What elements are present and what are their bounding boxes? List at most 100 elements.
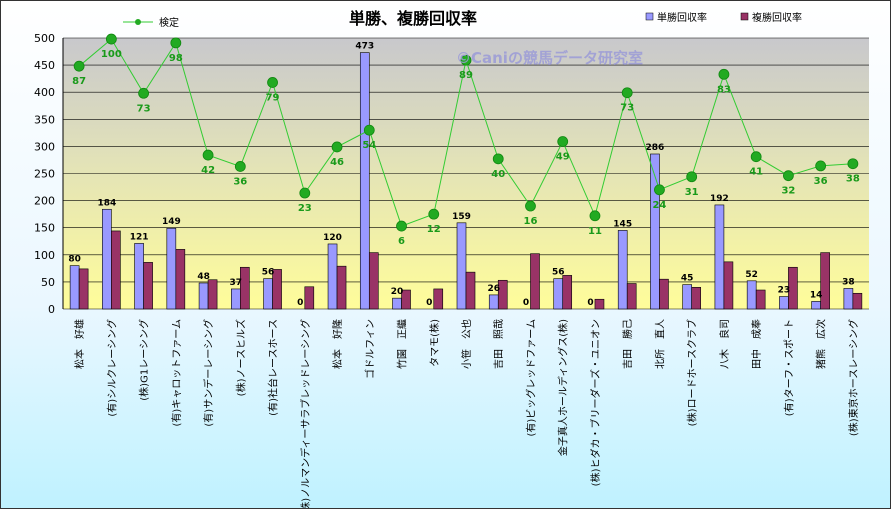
point-label: 36 xyxy=(233,176,247,187)
bar-fukusho xyxy=(659,278,669,310)
line-point xyxy=(686,171,698,183)
line-point xyxy=(525,200,536,212)
line-point xyxy=(299,187,311,199)
line-point xyxy=(750,151,762,163)
line-point xyxy=(654,184,665,196)
line-point xyxy=(396,220,407,232)
bar-fukusho xyxy=(723,261,734,310)
y-tick-label: 0 xyxy=(48,303,55,316)
y-tick-label: 200 xyxy=(34,195,55,208)
line-point xyxy=(492,153,504,165)
bar-tansho xyxy=(746,280,757,310)
bar-fukusho xyxy=(111,230,121,310)
category-label: 松本 好隆 xyxy=(331,319,344,369)
category-label: (有)キャロットファーム xyxy=(170,319,183,427)
bar-tansho xyxy=(198,282,209,310)
line-point xyxy=(557,136,569,147)
chart-title: 単勝、複勝回収率 xyxy=(349,9,477,28)
point-label: 73 xyxy=(137,103,151,114)
bar-value-label: 23 xyxy=(778,286,791,296)
bar-value-label: 45 xyxy=(681,274,694,284)
category-label: (株)ヒダカ・ブリーダーズ・ユニオン xyxy=(589,319,602,486)
category-label: 金子真人ホールディングス(株) xyxy=(557,319,570,456)
point-label: 11 xyxy=(588,226,602,237)
point-label: 12 xyxy=(427,224,441,235)
bar-value-label: 37 xyxy=(230,278,243,288)
line-point xyxy=(460,54,472,66)
line-point xyxy=(621,87,633,99)
bar-fukusho xyxy=(691,287,701,310)
category-label: 猪熊 広次 xyxy=(815,319,828,369)
bar-tansho xyxy=(327,243,338,310)
category-label: (有)ターフ・スポート xyxy=(782,319,795,416)
point-label: 46 xyxy=(330,157,344,168)
bar-tansho xyxy=(779,296,789,310)
bar-fukusho xyxy=(401,289,411,310)
bar-fukusho xyxy=(304,286,315,310)
legend-swatch-tansho xyxy=(645,12,654,21)
line-point xyxy=(589,210,601,222)
point-label: 6 xyxy=(398,236,405,247)
line-point xyxy=(73,60,85,72)
point-label: 40 xyxy=(491,169,505,180)
bar-tansho xyxy=(392,297,402,310)
bar-fukusho xyxy=(78,268,89,310)
bar-fukusho xyxy=(755,289,766,310)
bar-value-label: 0 xyxy=(523,298,529,308)
category-label: 松本 好雄 xyxy=(73,319,86,369)
point-label: 24 xyxy=(652,200,666,211)
line-point xyxy=(105,33,117,45)
y-tick-label: 350 xyxy=(34,113,55,126)
category-label: 吉田 勝己 xyxy=(621,319,634,369)
bar-tansho xyxy=(682,284,692,310)
bar-value-label: 120 xyxy=(323,233,342,243)
point-label: 79 xyxy=(266,92,280,103)
bar-fukusho xyxy=(433,288,444,310)
point-label: 23 xyxy=(298,203,312,214)
bar-fukusho xyxy=(175,249,186,310)
bar-fukusho xyxy=(820,252,830,310)
bar-value-label: 80 xyxy=(68,255,81,265)
bar-value-label: 286 xyxy=(646,143,665,153)
category-label: (有)シルクレーシング xyxy=(105,319,118,417)
bar-value-label: 52 xyxy=(745,270,758,280)
category-label: 小笹 公也 xyxy=(460,319,473,369)
bar-tansho xyxy=(166,227,177,310)
point-label: 32 xyxy=(781,186,795,197)
point-label: 87 xyxy=(72,76,86,87)
line-point xyxy=(138,87,150,99)
point-label: 73 xyxy=(620,103,634,114)
y-tick-label: 250 xyxy=(34,168,55,181)
point-label: 89 xyxy=(459,70,473,81)
bar-value-label: 48 xyxy=(197,272,210,282)
category-label: (株)ノルマンディーサラブレッドレーシング xyxy=(299,319,312,508)
y-tick-label: 150 xyxy=(34,222,55,235)
line-point xyxy=(234,161,246,172)
line-point xyxy=(331,141,343,153)
category-label: (有)ビッグレッドファーム xyxy=(524,319,537,437)
bar-tansho xyxy=(69,265,80,310)
bar-value-label: 184 xyxy=(97,198,116,208)
bar-fukusho xyxy=(497,279,508,310)
bar-tansho xyxy=(650,153,660,310)
legend-marker-kentei xyxy=(135,19,141,25)
bar-fukusho xyxy=(207,279,218,310)
category-label: 八木 良司 xyxy=(718,319,731,369)
bar-tansho xyxy=(811,301,821,310)
point-label: 41 xyxy=(749,167,763,178)
bar-fukusho xyxy=(465,271,476,310)
bar-tansho xyxy=(488,294,499,310)
bar-value-label: 20 xyxy=(391,287,404,297)
category-label: 田中 成奉 xyxy=(750,319,763,369)
y-tick-label: 50 xyxy=(41,276,55,289)
bar-value-label: 159 xyxy=(452,212,471,222)
line-point xyxy=(847,158,859,170)
bar-fukusho xyxy=(336,265,347,310)
bar-fukusho xyxy=(368,252,379,310)
line-point xyxy=(363,124,375,136)
category-label: (株)ノースヒルズ xyxy=(234,319,247,396)
legend-label-kentei: 検定 xyxy=(159,16,179,29)
bar-value-label: 56 xyxy=(262,268,275,278)
category-label: 北所 直人 xyxy=(653,319,666,369)
